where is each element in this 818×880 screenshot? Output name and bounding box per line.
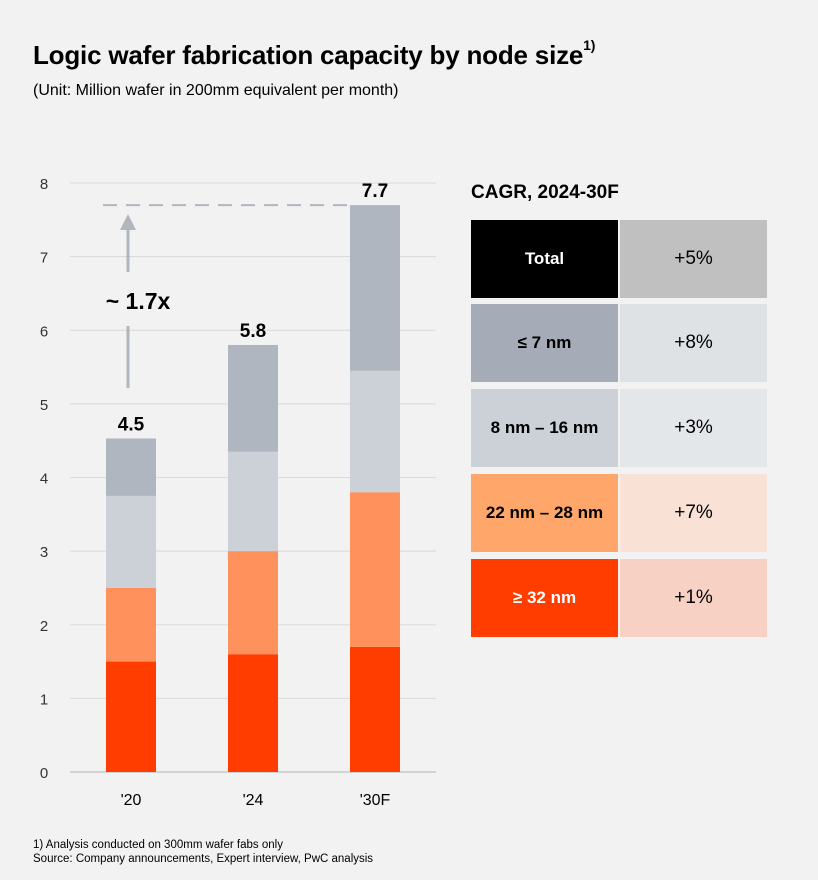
bar-segment (106, 438, 156, 496)
bar-segment (350, 205, 400, 371)
footnote-analysis: 1) Analysis conducted on 300mm wafer fab… (33, 839, 283, 851)
footnote: 1) Analysis conducted on 300mm wafer fab… (33, 838, 373, 866)
bar-segment (350, 646, 400, 772)
bar-segment (228, 344, 278, 452)
cagr-row: Total +5% (471, 220, 767, 298)
cagr-value: +5% (620, 220, 767, 298)
growth-multiplier-label: ~ 1.7x (106, 288, 171, 314)
bar-total-label: 7.7 (362, 181, 388, 202)
bar-total-label: 5.8 (240, 321, 266, 342)
bar-segment (350, 492, 400, 647)
cagr-row: 22 nm – 28 nm +7% (471, 474, 767, 552)
y-tick-label: 7 (40, 250, 48, 267)
cagr-row: ≥ 32 nm +1% (471, 559, 767, 637)
cagr-row: ≤ 7 nm +8% (471, 304, 767, 382)
cagr-node-label: Total (471, 220, 618, 298)
stacked-bar-chart: 0 1 2 3 4 5 6 7 8 4.5 5.8 7.7 '20 '24 '30F ~ 1.7x (40, 176, 436, 809)
bar-segment (228, 451, 278, 552)
y-tick-label: 0 (40, 765, 48, 782)
x-tick-label: '24 (243, 792, 264, 809)
cagr-value: +1% (620, 559, 767, 637)
growth-arrow-head (120, 214, 136, 230)
cagr-title: CAGR, 2024-30F (471, 182, 619, 203)
cagr-value: +7% (620, 474, 767, 552)
y-tick-label: 8 (40, 176, 48, 193)
cagr-node-label: 8 nm – 16 nm (471, 389, 618, 467)
y-tick-label: 6 (40, 323, 48, 340)
bar-segment (228, 654, 278, 772)
bar-segment (350, 370, 400, 493)
bar-segment (106, 587, 156, 662)
y-tick-label: 2 (40, 618, 48, 635)
cagr-row: 8 nm – 16 nm +3% (471, 389, 767, 467)
bar-segment (106, 661, 156, 772)
bar-total-label: 4.5 (118, 414, 145, 435)
x-tick-label: '20 (121, 792, 142, 809)
bar-segment (106, 495, 156, 588)
y-tick-label: 4 (40, 471, 48, 488)
bar-segment (228, 551, 278, 655)
cagr-value: +8% (620, 304, 767, 382)
chart-title: Logic wafer fabrication capacity by node… (33, 37, 596, 70)
cagr-node-label: 22 nm – 28 nm (471, 474, 618, 552)
chart-subtitle: (Unit: Million wafer in 200mm equivalent… (33, 82, 399, 99)
cagr-value: +3% (620, 389, 767, 467)
y-tick-label: 1 (40, 691, 48, 708)
y-tick-label: 5 (40, 397, 48, 414)
x-tick-label: '30F (360, 792, 391, 809)
cagr-node-label: ≤ 7 nm (471, 304, 618, 382)
cagr-node-label: ≥ 32 nm (471, 559, 618, 637)
footnote-source: Source: Company announcements, Expert in… (33, 853, 374, 865)
y-tick-label: 3 (40, 544, 48, 561)
